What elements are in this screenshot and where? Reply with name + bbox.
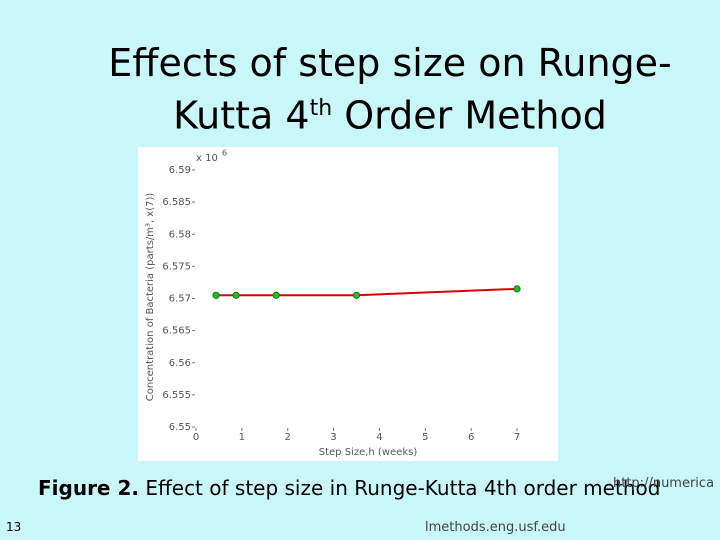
url: lmethods.eng.usf.edu bbox=[425, 520, 566, 535]
caption-text: Effect of step size in Runge-Kutta 4th o… bbox=[138, 476, 661, 500]
y-tick-label: 6.56 bbox=[169, 358, 191, 369]
y-tick-label: 6.565 bbox=[162, 326, 191, 337]
title-line: Order Method bbox=[332, 93, 607, 138]
y-tick-label: 6.55 bbox=[169, 422, 191, 433]
x-tick-label: 2 bbox=[285, 432, 291, 443]
data-point bbox=[272, 291, 280, 299]
url: http://numerica bbox=[613, 476, 715, 491]
y-tick-label: 6.575 bbox=[162, 261, 191, 272]
data-point bbox=[513, 285, 521, 293]
title-line: Effects of step size on Runge- bbox=[108, 41, 672, 85]
title-sup: th bbox=[309, 96, 333, 121]
caption: Figure 2. Effect of step size in Runge-K… bbox=[38, 476, 660, 500]
chart: x 10 6 Step Size,h (weeks) Concentration… bbox=[138, 147, 558, 461]
x-tick-label: 3 bbox=[330, 432, 336, 443]
data-point bbox=[212, 291, 220, 299]
y-tick-label: 6.555 bbox=[162, 390, 191, 401]
x-tick-label: 1 bbox=[239, 432, 245, 443]
y-tick-label: 6.585 bbox=[162, 197, 191, 208]
x-tick-label: 6 bbox=[468, 432, 474, 443]
y-axis-label: Concentration of Bacteria (parts/m³, x(7… bbox=[145, 193, 156, 402]
y-tick-label: 6.58 bbox=[169, 229, 191, 240]
x-tick-label: 7 bbox=[514, 432, 520, 443]
x-tick-label: 0 bbox=[193, 432, 199, 443]
data-point bbox=[352, 291, 361, 299]
x-axis-label: Step Size,h (weeks) bbox=[319, 447, 418, 458]
multiplier-exp: 6 bbox=[222, 149, 227, 158]
multiplier: x 10 bbox=[196, 153, 218, 164]
x-tick-label: 5 bbox=[422, 432, 428, 443]
title-line: Kutta 4 bbox=[173, 93, 310, 138]
chart-background bbox=[138, 147, 558, 461]
slide-number: 13 bbox=[6, 520, 22, 534]
slide-title: Effects of step size on Runge- Kutta 4th… bbox=[100, 40, 680, 139]
x-tick-label: 4 bbox=[376, 432, 382, 443]
y-tick-label: 6.57 bbox=[169, 294, 191, 305]
caption-bold: Figure 2. bbox=[38, 476, 139, 500]
y-tick-label: 6.59 bbox=[169, 165, 191, 176]
data-point bbox=[232, 291, 240, 299]
